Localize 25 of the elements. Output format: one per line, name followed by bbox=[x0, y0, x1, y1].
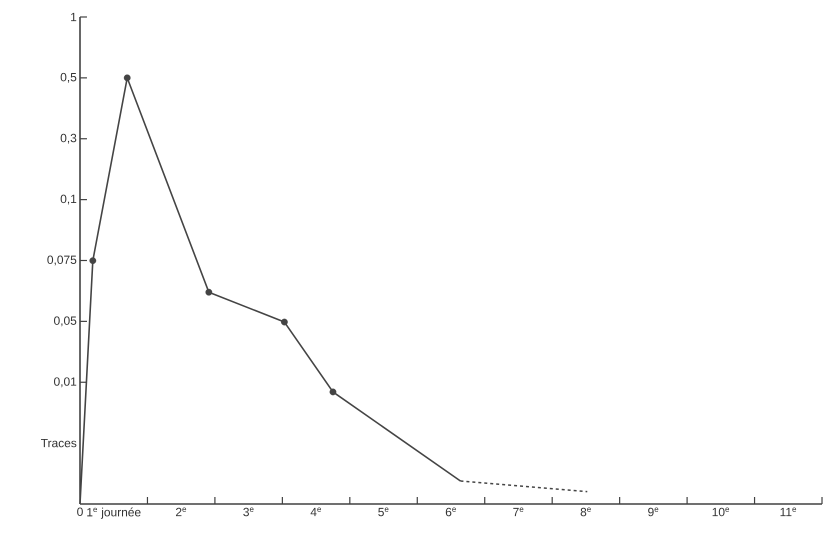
x-tick-label: 7$^{e}$ bbox=[513, 508, 524, 516]
point bbox=[124, 74, 131, 82]
x-tick-label: 8$^{e}$ bbox=[580, 508, 591, 516]
text: Traces bbox=[40, 438, 76, 448]
text: 0,05 bbox=[54, 316, 76, 326]
x-tick-label: 0 bbox=[77, 508, 83, 516]
x-tick-label: 1$^{e}$ journée bbox=[87, 508, 141, 519]
point bbox=[205, 288, 212, 296]
x-tick-label: 5$^{e}$ bbox=[378, 508, 388, 516]
point bbox=[89, 257, 96, 264]
point bbox=[281, 318, 288, 326]
x-tick-label: 9$^{e}$ bbox=[648, 508, 658, 516]
x-tick-label: 3$^{e}$ bbox=[243, 508, 254, 516]
point bbox=[330, 388, 336, 396]
text: 0,5 bbox=[60, 72, 76, 83]
text: 0,01 bbox=[54, 377, 76, 388]
text: 1 bbox=[71, 12, 76, 22]
text: 0,075 bbox=[47, 256, 76, 266]
x-tick-label: 2$^{e}$ bbox=[176, 508, 186, 516]
text: 0,3 bbox=[60, 134, 76, 144]
x-tick-label: 10$^{e}$ bbox=[712, 508, 730, 516]
x-tick-label: 6$^{e}$ bbox=[446, 508, 456, 516]
x-tick-label: 4$^{e}$ bbox=[310, 508, 322, 516]
text: 0,1 bbox=[60, 194, 76, 205]
x-tick-label: 11$^{e}$ bbox=[780, 508, 796, 516]
